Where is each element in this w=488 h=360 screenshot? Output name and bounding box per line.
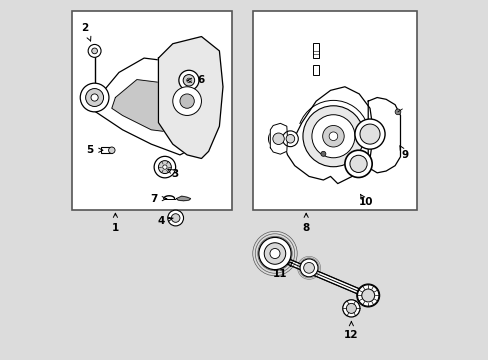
Text: 9: 9 bbox=[399, 146, 408, 160]
Text: 6: 6 bbox=[187, 75, 204, 85]
Circle shape bbox=[349, 155, 366, 172]
Circle shape bbox=[303, 262, 314, 273]
Circle shape bbox=[269, 248, 280, 258]
Text: 4: 4 bbox=[157, 216, 173, 226]
Polygon shape bbox=[158, 37, 223, 158]
Circle shape bbox=[172, 87, 201, 116]
FancyBboxPatch shape bbox=[253, 12, 416, 211]
Circle shape bbox=[303, 106, 363, 167]
Circle shape bbox=[320, 151, 325, 156]
Circle shape bbox=[158, 161, 171, 174]
Circle shape bbox=[342, 300, 359, 317]
Circle shape bbox=[354, 119, 384, 149]
Polygon shape bbox=[270, 123, 287, 154]
Circle shape bbox=[359, 124, 379, 144]
Circle shape bbox=[179, 70, 199, 90]
Text: 3: 3 bbox=[167, 168, 178, 179]
Circle shape bbox=[91, 94, 98, 101]
Circle shape bbox=[163, 165, 167, 169]
Text: 1: 1 bbox=[112, 213, 119, 233]
Circle shape bbox=[285, 134, 294, 143]
Circle shape bbox=[92, 48, 97, 54]
Circle shape bbox=[394, 109, 400, 115]
Circle shape bbox=[108, 147, 115, 153]
Text: 10: 10 bbox=[358, 194, 372, 207]
Circle shape bbox=[282, 131, 298, 147]
Polygon shape bbox=[367, 98, 400, 173]
Text: 2: 2 bbox=[81, 23, 91, 41]
Circle shape bbox=[167, 210, 183, 226]
Circle shape bbox=[361, 289, 374, 302]
Polygon shape bbox=[90, 58, 215, 155]
Circle shape bbox=[85, 89, 103, 107]
Bar bbox=[312, 64, 319, 75]
Circle shape bbox=[180, 94, 194, 108]
Circle shape bbox=[328, 132, 337, 140]
Bar bbox=[312, 43, 319, 58]
Circle shape bbox=[88, 44, 101, 57]
Text: 12: 12 bbox=[344, 321, 358, 340]
Polygon shape bbox=[112, 80, 194, 134]
Text: 8: 8 bbox=[302, 213, 309, 233]
Circle shape bbox=[154, 156, 175, 178]
Text: 7: 7 bbox=[150, 194, 166, 204]
Circle shape bbox=[268, 129, 288, 149]
FancyBboxPatch shape bbox=[72, 12, 231, 211]
Circle shape bbox=[186, 78, 191, 82]
Circle shape bbox=[300, 259, 317, 277]
Circle shape bbox=[311, 115, 354, 158]
Polygon shape bbox=[176, 196, 190, 201]
Circle shape bbox=[80, 83, 109, 112]
Circle shape bbox=[171, 214, 180, 222]
Text: 11: 11 bbox=[272, 262, 291, 279]
Circle shape bbox=[272, 133, 284, 144]
Circle shape bbox=[183, 75, 194, 86]
Bar bbox=[101, 147, 112, 153]
Circle shape bbox=[264, 243, 285, 264]
Circle shape bbox=[322, 126, 344, 147]
Text: 5: 5 bbox=[86, 145, 102, 155]
Circle shape bbox=[357, 285, 378, 306]
Circle shape bbox=[346, 303, 356, 314]
Circle shape bbox=[344, 150, 371, 177]
Circle shape bbox=[258, 237, 290, 270]
Polygon shape bbox=[284, 87, 373, 184]
